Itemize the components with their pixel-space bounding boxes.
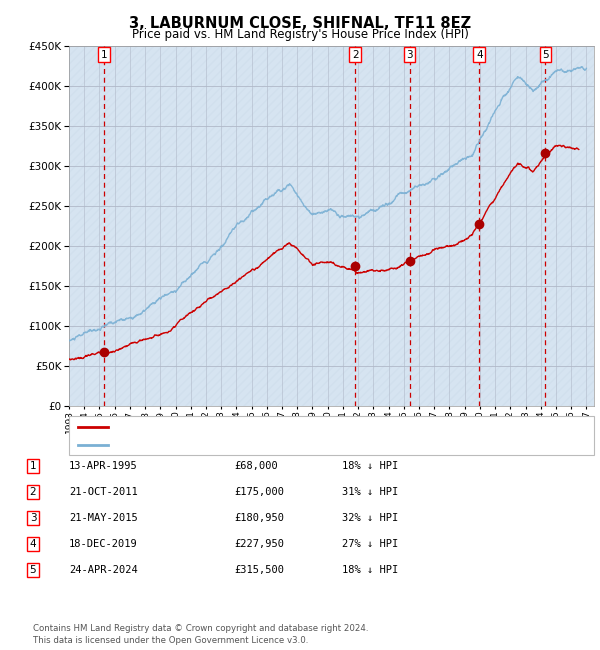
Text: 21-OCT-2011: 21-OCT-2011 (69, 487, 138, 497)
Text: 5: 5 (542, 49, 549, 60)
Text: 5: 5 (29, 565, 37, 575)
Text: HPI: Average price, detached house, Shropshire: HPI: Average price, detached house, Shro… (115, 440, 353, 450)
Text: 24-APR-2024: 24-APR-2024 (69, 565, 138, 575)
Text: £227,950: £227,950 (234, 539, 284, 549)
Text: 27% ↓ HPI: 27% ↓ HPI (342, 539, 398, 549)
Text: 2: 2 (29, 487, 37, 497)
Text: 3, LABURNUM CLOSE, SHIFNAL, TF11 8EZ (detached house): 3, LABURNUM CLOSE, SHIFNAL, TF11 8EZ (de… (115, 422, 413, 432)
Text: 4: 4 (29, 539, 37, 549)
Text: £68,000: £68,000 (234, 461, 278, 471)
Text: 32% ↓ HPI: 32% ↓ HPI (342, 513, 398, 523)
Text: £315,500: £315,500 (234, 565, 284, 575)
Text: 18% ↓ HPI: 18% ↓ HPI (342, 461, 398, 471)
Text: 2: 2 (352, 49, 358, 60)
Text: 3: 3 (29, 513, 37, 523)
Text: 3, LABURNUM CLOSE, SHIFNAL, TF11 8EZ: 3, LABURNUM CLOSE, SHIFNAL, TF11 8EZ (129, 16, 471, 31)
Text: 1: 1 (100, 49, 107, 60)
Text: Price paid vs. HM Land Registry's House Price Index (HPI): Price paid vs. HM Land Registry's House … (131, 28, 469, 41)
Text: 31% ↓ HPI: 31% ↓ HPI (342, 487, 398, 497)
Text: £175,000: £175,000 (234, 487, 284, 497)
Text: 3: 3 (406, 49, 413, 60)
Text: 1: 1 (29, 461, 37, 471)
Text: 18% ↓ HPI: 18% ↓ HPI (342, 565, 398, 575)
Text: 13-APR-1995: 13-APR-1995 (69, 461, 138, 471)
Text: 4: 4 (476, 49, 482, 60)
Text: 21-MAY-2015: 21-MAY-2015 (69, 513, 138, 523)
Text: Contains HM Land Registry data © Crown copyright and database right 2024.
This d: Contains HM Land Registry data © Crown c… (33, 624, 368, 645)
Text: 18-DEC-2019: 18-DEC-2019 (69, 539, 138, 549)
Text: £180,950: £180,950 (234, 513, 284, 523)
